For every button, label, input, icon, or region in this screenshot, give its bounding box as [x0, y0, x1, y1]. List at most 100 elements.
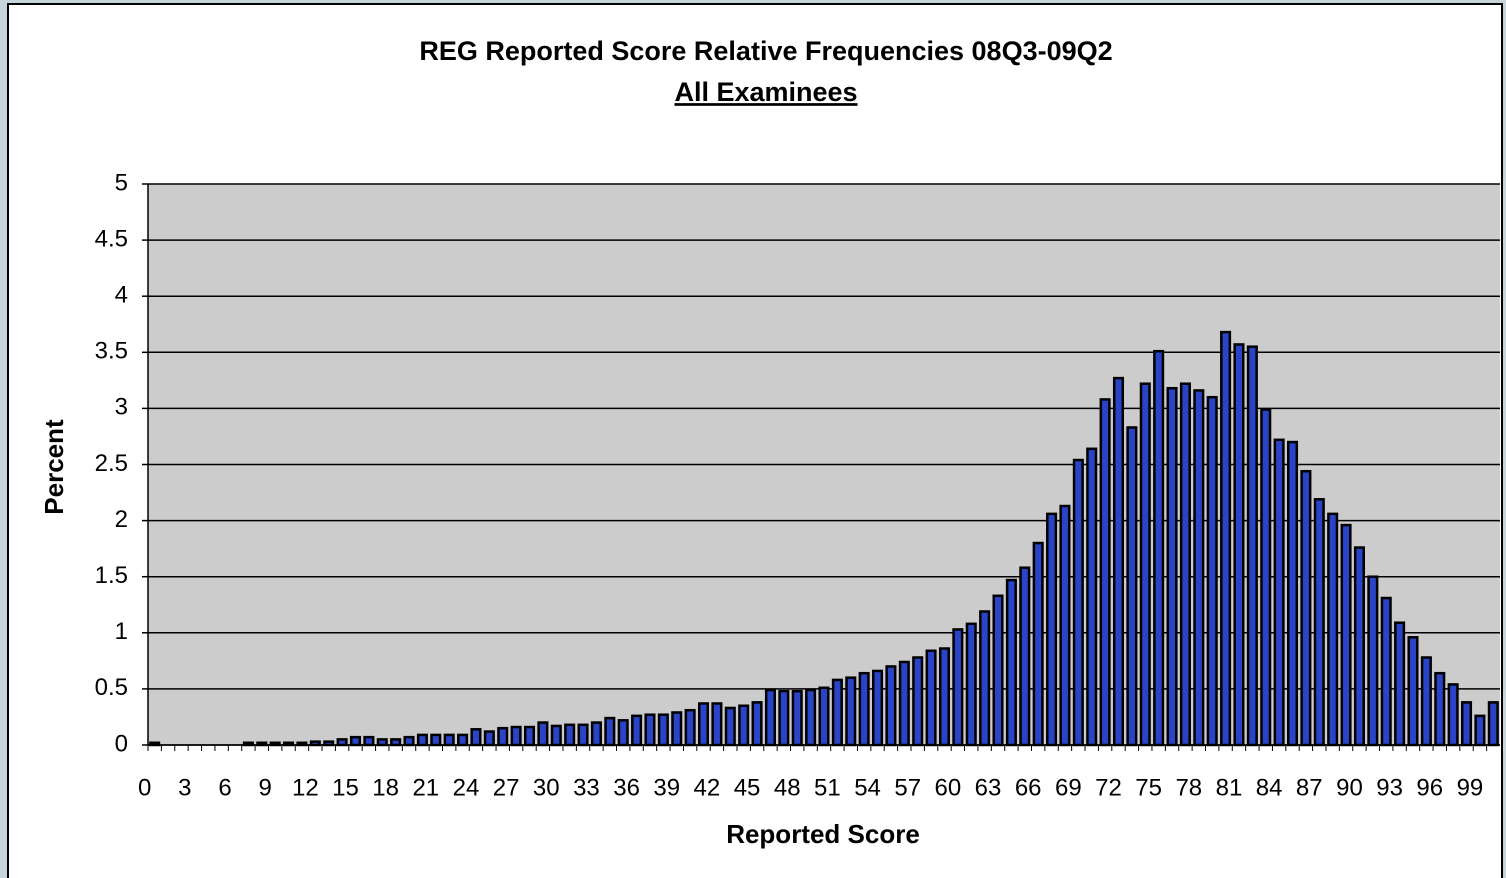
bar [470, 728, 482, 747]
chart-title: REG Reported Score Relative Frequencies … [419, 36, 1112, 66]
x-tick-label: 24 [453, 774, 480, 801]
x-tick-label: 0 [138, 774, 151, 801]
bar [1487, 701, 1499, 747]
x-tick-label: 3 [178, 774, 191, 801]
bar [778, 689, 790, 747]
bar [1179, 382, 1191, 747]
bar [590, 721, 602, 747]
bar [1019, 566, 1031, 747]
bar [430, 733, 442, 747]
bar [1099, 398, 1111, 747]
x-tick-label: 39 [653, 774, 680, 801]
bar [564, 723, 576, 747]
x-tick-label: 60 [935, 774, 962, 801]
bar [711, 702, 723, 747]
x-tick-label: 36 [613, 774, 640, 801]
y-tick-label: 2 [115, 506, 128, 533]
bar [1072, 458, 1084, 747]
x-tick-label: 27 [493, 774, 520, 801]
y-tick-label: 3 [115, 394, 128, 421]
x-tick-label: 57 [894, 774, 921, 801]
y-tick-label: 4 [115, 282, 128, 309]
bar [644, 713, 656, 747]
bar [1407, 636, 1419, 747]
bar [697, 702, 710, 747]
x-tick-label: 69 [1055, 774, 1082, 801]
bar [390, 738, 402, 747]
bar [1286, 440, 1299, 747]
bar [577, 723, 589, 747]
y-tick-label: 0.5 [95, 674, 128, 701]
x-tick-label: 15 [332, 774, 359, 801]
bar [550, 724, 562, 747]
bar [1260, 408, 1272, 747]
bar [1086, 447, 1098, 747]
x-tick-label: 90 [1336, 774, 1363, 801]
bar [1206, 395, 1218, 747]
bar [604, 716, 616, 747]
bar [1474, 714, 1486, 747]
bar [483, 730, 495, 747]
y-tick-label: 0 [115, 730, 128, 757]
y-tick-label: 4.5 [95, 225, 128, 252]
bar [1046, 512, 1058, 747]
x-tick-label: 75 [1135, 774, 1162, 801]
bar [791, 689, 803, 747]
x-tick-label: 30 [533, 774, 560, 801]
bar [1461, 701, 1473, 747]
y-axis-label: Percent [39, 419, 69, 515]
bar [443, 733, 455, 747]
bar [1139, 382, 1151, 747]
bar [1166, 386, 1178, 747]
bar [416, 733, 428, 747]
bar [1112, 376, 1125, 747]
bar [1327, 512, 1339, 747]
bar [523, 725, 536, 747]
bar [1032, 541, 1044, 747]
bar [1434, 671, 1446, 747]
bar [724, 706, 736, 747]
x-tick-label: 9 [258, 774, 271, 801]
bar [403, 735, 415, 747]
bar [938, 647, 951, 747]
bar [858, 671, 870, 747]
bar [1447, 683, 1459, 747]
bar [1367, 575, 1379, 747]
x-tick-label: 78 [1175, 774, 1202, 801]
bar [1380, 596, 1392, 747]
x-tick-label: 54 [854, 774, 881, 801]
x-tick-label: 72 [1095, 774, 1122, 801]
bar [738, 704, 750, 747]
bar [925, 649, 937, 747]
bar [1005, 578, 1017, 747]
x-tick-label: 48 [774, 774, 801, 801]
bar [657, 713, 669, 747]
x-tick-label: 6 [218, 774, 231, 801]
x-tick-label: 21 [412, 774, 439, 801]
bar [376, 738, 388, 747]
bar [979, 610, 991, 747]
bar [1220, 330, 1232, 747]
bar [1246, 345, 1258, 747]
y-tick-label: 1.5 [95, 562, 128, 589]
x-tick-label: 18 [372, 774, 399, 801]
bar [1340, 523, 1352, 747]
bar [631, 714, 643, 747]
x-tick-label: 12 [292, 774, 319, 801]
bar [885, 665, 897, 747]
bar [992, 594, 1004, 747]
bar [684, 708, 696, 747]
bar [831, 678, 843, 747]
bar [510, 725, 522, 747]
bar [898, 660, 910, 747]
bar [1126, 426, 1138, 747]
chart-subtitle: All Examinees [674, 77, 857, 107]
bar [617, 719, 629, 747]
bar [1394, 621, 1406, 747]
bar [457, 733, 469, 747]
y-tick-label: 3.5 [95, 338, 128, 365]
x-tick-label: 42 [694, 774, 721, 801]
bar [363, 735, 375, 747]
bar [1153, 349, 1165, 747]
